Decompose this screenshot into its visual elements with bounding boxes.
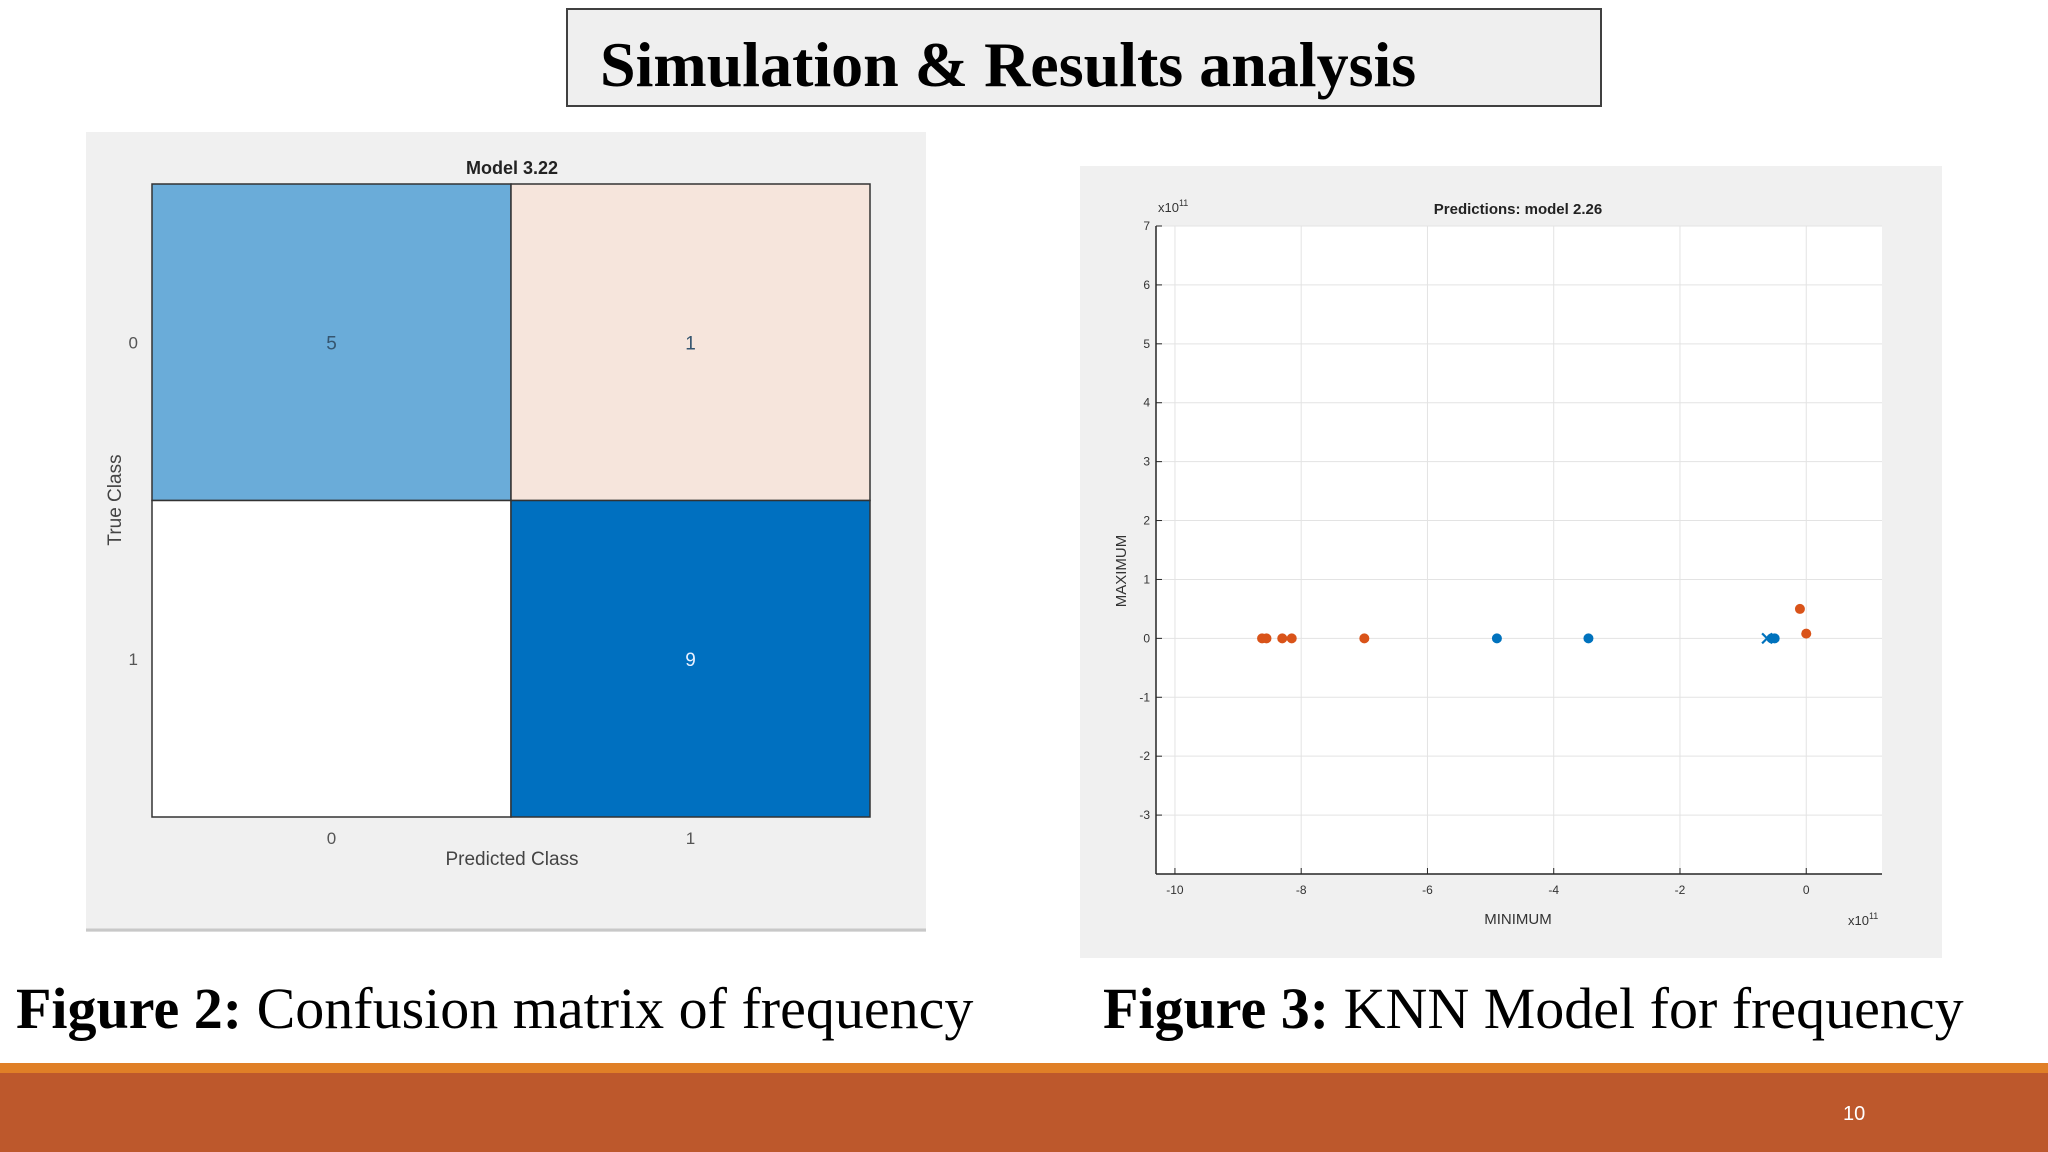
scatter-point — [1794, 603, 1805, 614]
y-tick-label: -1 — [1139, 690, 1150, 704]
chart-title: Predictions: model 2.26 — [1434, 201, 1602, 218]
y-axis-label: MAXIMUM — [1113, 535, 1130, 608]
scatter-point-x — [1761, 632, 1773, 645]
scatter-point — [1583, 633, 1594, 644]
y-exponent-label: x1011 — [1158, 198, 1188, 215]
figure-2-caption-label: Figure 2: — [16, 976, 243, 1041]
x-axis-label: MINIMUM — [1484, 911, 1552, 928]
scatter-point — [1801, 628, 1812, 639]
x-tick-label: -4 — [1548, 883, 1559, 897]
chart-title: Model 3.22 — [466, 158, 558, 178]
footer-bar — [0, 1073, 2048, 1152]
y-tick-label: 1 — [1143, 572, 1150, 586]
footer-accent-line — [0, 1063, 2048, 1073]
figure-3-caption-text: KNN Model for frequency — [1329, 976, 1964, 1041]
y-tick-label: 2 — [1143, 514, 1150, 528]
plot-area — [1156, 226, 1882, 874]
cell-value-label: 1 — [685, 333, 696, 354]
y-tick-label: 4 — [1143, 396, 1150, 410]
matrix-cell — [151, 183, 512, 502]
y-tick-label: 0 — [129, 333, 138, 352]
x-exponent-label: x1011 — [1848, 911, 1878, 928]
matrix-cell — [151, 499, 512, 818]
figure-3-caption: Figure 3: KNN Model for frequency — [1103, 975, 1964, 1042]
x-tick-label: 1 — [686, 829, 695, 848]
slide-title-box: Simulation & Results analysis — [566, 8, 1602, 107]
y-tick-label: 6 — [1143, 278, 1150, 292]
matrix-cell — [510, 183, 871, 502]
matrix-cell — [510, 499, 871, 818]
scatter-point — [1277, 633, 1288, 644]
scatter-point — [1491, 633, 1502, 644]
x-tick-label: 0 — [327, 829, 336, 848]
scatter-point — [1359, 633, 1370, 644]
x-tick-label: -2 — [1675, 883, 1686, 897]
figure-3-caption-label: Figure 3: — [1103, 976, 1330, 1041]
y-axis-label: True Class — [105, 454, 126, 545]
x-tick-label: -8 — [1296, 883, 1307, 897]
y-tick-label: 5 — [1143, 337, 1150, 351]
figure-2-caption-text: Confusion matrix of frequency — [242, 976, 974, 1041]
page-number: 10 — [1843, 1103, 1866, 1125]
knn-scatter-panel: Predictions: model 2.26 -10 -8 -6 -4 -2 0 -3-… — [1080, 166, 1942, 958]
scatter-point — [1261, 633, 1272, 644]
y-tick-label: 7 — [1143, 219, 1150, 233]
scatter-point — [1286, 633, 1297, 644]
confusion-matrix-chart: Model 3.22 5 1 9 0 1 0 1 Predicted Class Tru… — [86, 158, 926, 932]
knn-scatter-chart: Predictions: model 2.26 -10 -8 -6 -4 -2 0 -3-… — [1113, 198, 1882, 928]
y-tick-label: 3 — [1143, 455, 1150, 469]
slide-title: Simulation & Results analysis — [600, 29, 1417, 100]
x-tick-label: 0 — [1803, 883, 1810, 897]
x-axis-label: Predicted Class — [445, 849, 578, 870]
y-tick-label: 1 — [129, 650, 138, 669]
figure-2-caption: Figure 2: Confusion matrix of frequency — [16, 975, 973, 1042]
y-tick-label: 0 — [1143, 631, 1150, 645]
cell-value-label: 9 — [685, 650, 696, 671]
y-tick-label: -2 — [1139, 749, 1150, 763]
y-tick-label: -3 — [1139, 808, 1150, 822]
scatter-point — [1769, 633, 1780, 644]
x-tick-label: -10 — [1166, 883, 1184, 897]
x-tick-label: -6 — [1422, 883, 1433, 897]
cell-value-label: 5 — [326, 333, 337, 354]
confusion-matrix-panel: Model 3.22 5 1 9 0 1 0 1 Predicted Class Tru… — [86, 132, 926, 932]
